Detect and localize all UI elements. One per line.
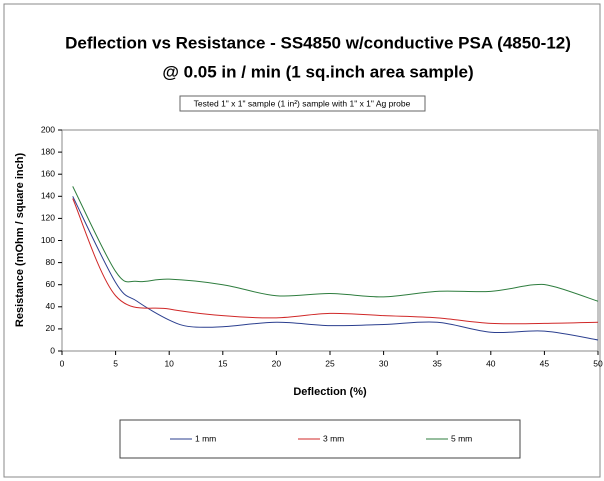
y-tick-label: 100: [41, 235, 55, 245]
x-tick-label: 10: [164, 358, 174, 368]
x-tick-label: 5: [113, 358, 118, 368]
x-tick-label: 50: [593, 358, 603, 368]
x-tick-label: 20: [272, 358, 282, 368]
chart-frame: [3, 3, 601, 478]
x-axis-label: Deflection (%): [293, 386, 367, 398]
y-axis-label: Resistance (mOhm / square inch): [14, 153, 26, 328]
series-line: [72, 196, 599, 341]
x-tick-label: 35: [432, 358, 442, 368]
y-tick-label: 160: [41, 168, 55, 178]
y-tick-label: 20: [46, 323, 56, 333]
x-tick-label: 40: [486, 358, 496, 368]
y-tick-label: 120: [41, 213, 55, 223]
legend-label: 1 mm: [195, 433, 216, 443]
y-tick-label: 200: [41, 124, 55, 134]
y-tick-label: 60: [46, 279, 56, 289]
x-tick-label: 25: [325, 358, 335, 368]
y-tick-label: 0: [50, 345, 55, 355]
x-tick-label: 30: [379, 358, 389, 368]
x-tick-label: 0: [60, 358, 65, 368]
series-line: [72, 186, 599, 302]
annotation: Tested 1" x 1" sample (1 in²) sample wit…: [194, 98, 411, 108]
y-tick-label: 40: [46, 301, 56, 311]
y-tick-label: 80: [46, 257, 56, 267]
legend-label: 3 mm: [323, 433, 344, 443]
y-tick-label: 140: [41, 191, 55, 201]
chart-subtitle: @ 0.05 in / min (1 sq.inch area sample): [162, 62, 473, 81]
legend-label: 5 mm: [451, 433, 472, 443]
y-tick-label: 180: [41, 146, 55, 156]
x-tick-label: 45: [540, 358, 550, 368]
series-line: [72, 198, 599, 325]
x-tick-label: 15: [218, 358, 228, 368]
chart-title: Deflection vs Resistance - SS4850 w/cond…: [65, 33, 571, 52]
annotation-box: [179, 95, 426, 112]
